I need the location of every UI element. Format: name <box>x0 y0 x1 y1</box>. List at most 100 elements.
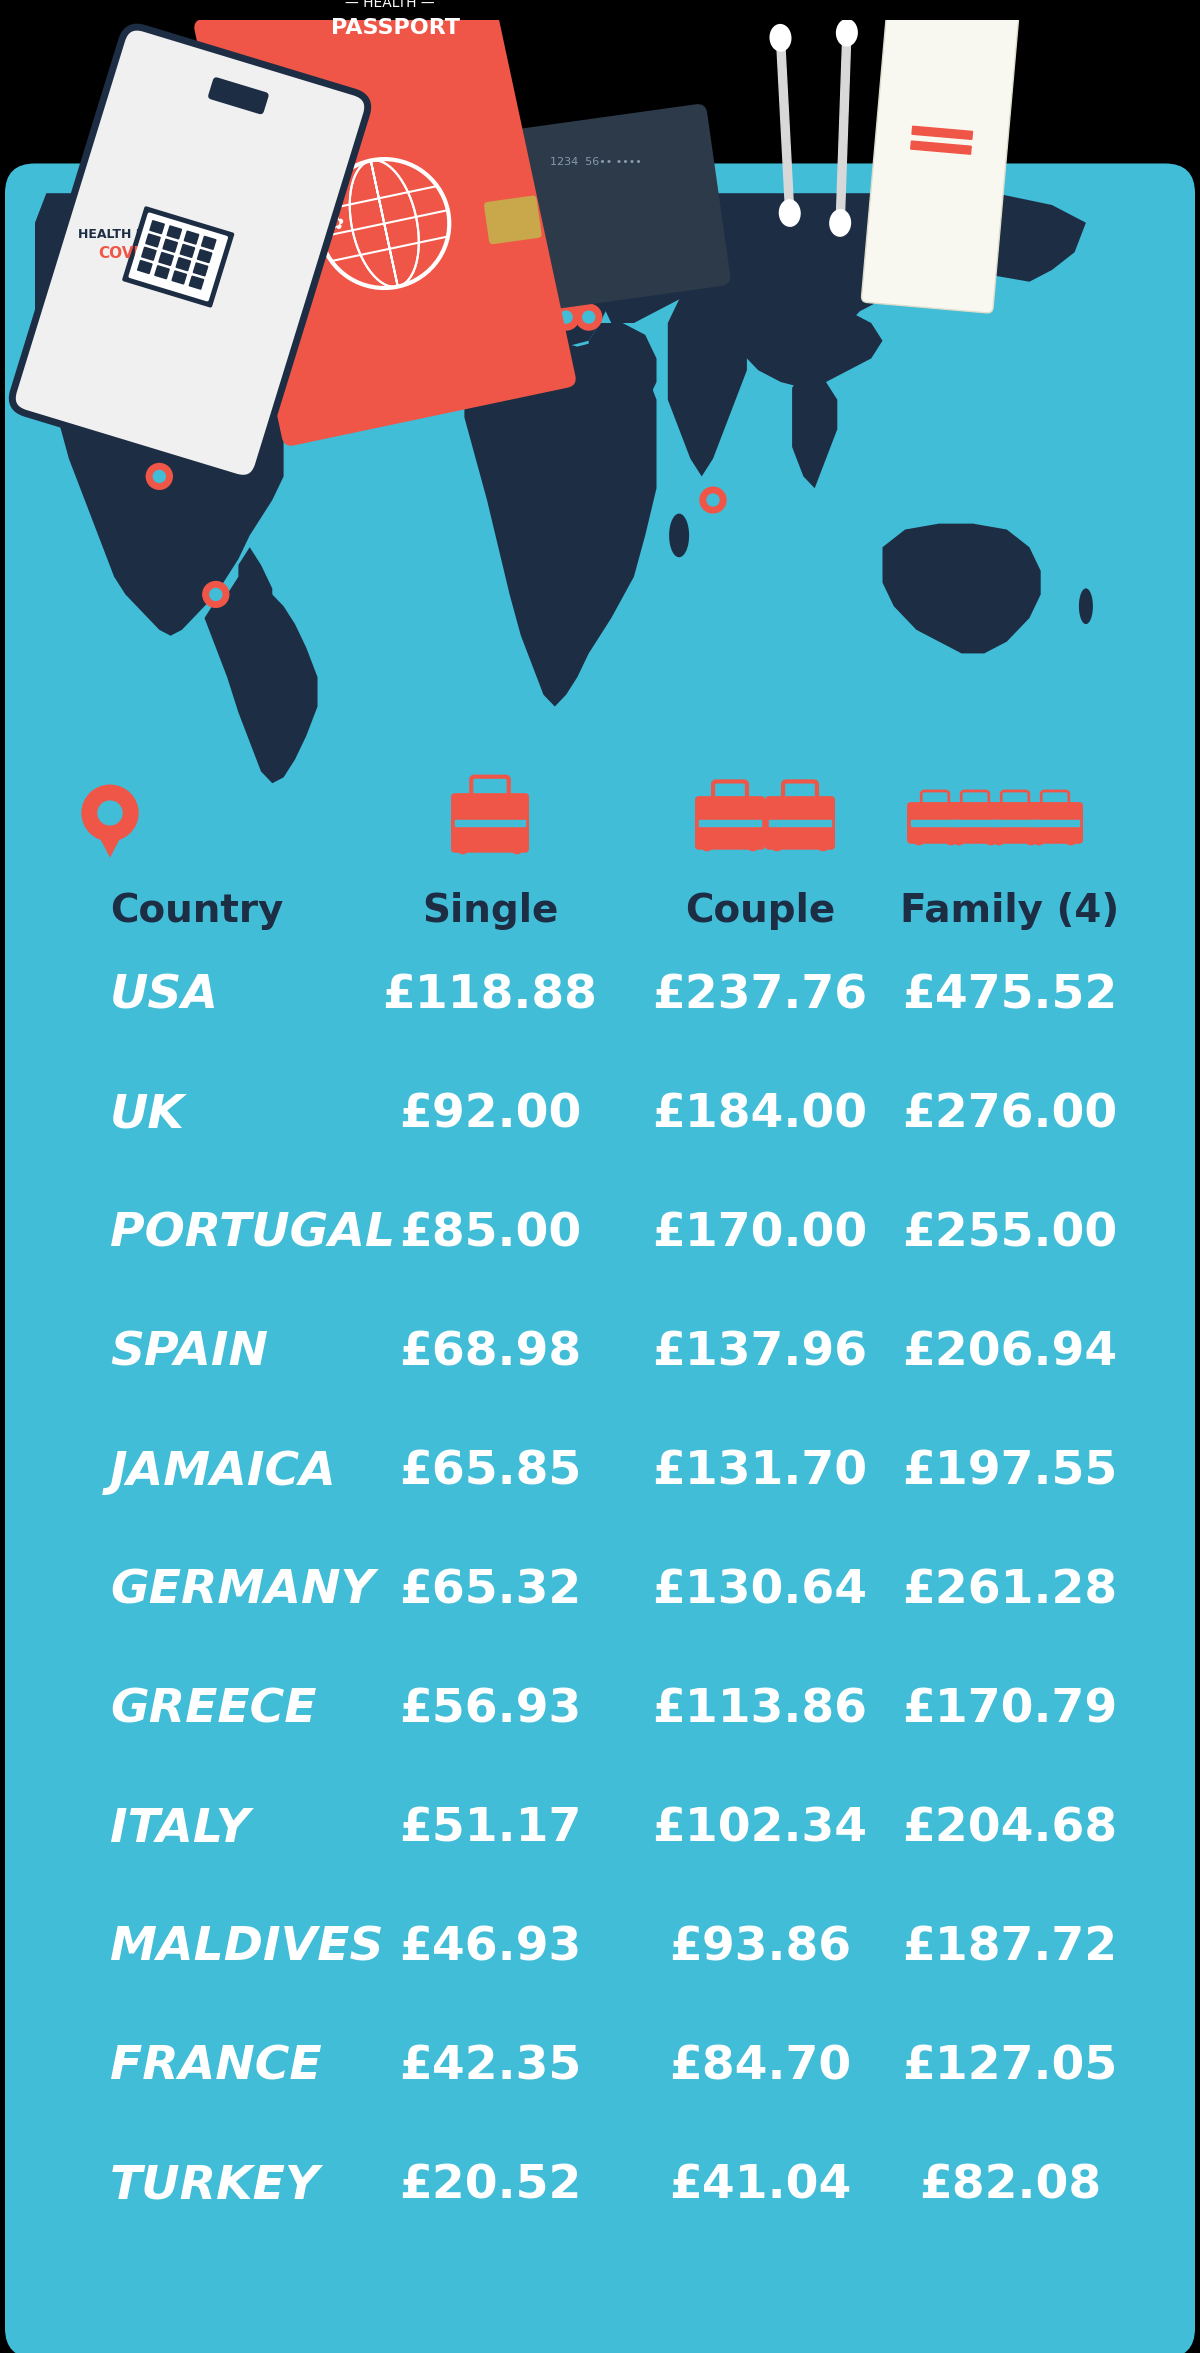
Text: £475.52: £475.52 <box>902 974 1117 1019</box>
Bar <box>911 819 959 826</box>
Bar <box>198 249 212 264</box>
Polygon shape <box>908 264 924 299</box>
FancyBboxPatch shape <box>907 802 964 845</box>
Circle shape <box>748 840 758 852</box>
Bar <box>145 233 160 247</box>
Circle shape <box>818 840 828 852</box>
Text: £65.85: £65.85 <box>398 1449 581 1494</box>
Circle shape <box>146 464 173 489</box>
Text: £102.34: £102.34 <box>653 1807 868 1852</box>
Circle shape <box>560 311 572 322</box>
Text: £118.88: £118.88 <box>383 974 598 1019</box>
Circle shape <box>986 835 996 845</box>
Polygon shape <box>464 193 611 346</box>
Text: FRANCE: FRANCE <box>110 2045 322 2089</box>
Circle shape <box>458 845 468 854</box>
Bar <box>172 271 186 285</box>
FancyBboxPatch shape <box>986 802 1043 845</box>
FancyBboxPatch shape <box>128 212 228 301</box>
Text: ITALY: ITALY <box>110 1807 250 1852</box>
Text: £84.70: £84.70 <box>668 2045 851 2089</box>
Bar <box>836 24 851 228</box>
Circle shape <box>527 287 539 299</box>
Circle shape <box>520 280 545 306</box>
Polygon shape <box>1079 588 1093 624</box>
Text: Country: Country <box>110 892 283 929</box>
Bar <box>185 231 199 245</box>
Text: COVID-19: COVID-19 <box>98 247 180 261</box>
Text: £56.93: £56.93 <box>398 1687 581 1732</box>
Circle shape <box>700 487 726 513</box>
Ellipse shape <box>769 24 792 52</box>
Bar <box>991 819 1039 826</box>
Circle shape <box>1026 835 1036 845</box>
Text: PORTUGAL: PORTUGAL <box>110 1212 395 1257</box>
Bar <box>167 226 181 240</box>
Polygon shape <box>566 193 1086 322</box>
Text: MALDIVES: MALDIVES <box>110 1925 384 1972</box>
Circle shape <box>914 835 924 845</box>
Polygon shape <box>454 294 510 369</box>
Ellipse shape <box>829 209 851 238</box>
Text: £82.08: £82.08 <box>919 2165 1102 2209</box>
Polygon shape <box>96 831 124 856</box>
Bar <box>952 819 998 826</box>
Text: £46.93: £46.93 <box>398 1925 581 1972</box>
FancyBboxPatch shape <box>766 795 835 849</box>
Circle shape <box>154 471 166 482</box>
FancyBboxPatch shape <box>5 162 1195 2353</box>
Circle shape <box>508 299 534 325</box>
FancyBboxPatch shape <box>862 5 1019 313</box>
Bar <box>911 141 971 155</box>
Bar <box>163 240 178 252</box>
Text: Single: Single <box>422 892 558 929</box>
Text: £237.76: £237.76 <box>653 974 868 1019</box>
Text: — HEALTH —: — HEALTH — <box>346 0 434 9</box>
Text: £197.55: £197.55 <box>902 1449 1117 1494</box>
Bar <box>193 264 208 275</box>
Text: £93.86: £93.86 <box>668 1925 851 1972</box>
Circle shape <box>210 588 222 600</box>
Polygon shape <box>792 369 838 487</box>
Text: £42.35: £42.35 <box>398 2045 581 2089</box>
Text: £206.94: £206.94 <box>902 1332 1117 1377</box>
Bar <box>138 261 152 273</box>
Text: ✿: ✿ <box>328 214 344 233</box>
Text: £20.52: £20.52 <box>398 2165 581 2209</box>
FancyBboxPatch shape <box>1027 802 1084 845</box>
Text: £113.86: £113.86 <box>653 1687 868 1732</box>
Bar <box>176 259 191 271</box>
Text: USA: USA <box>110 974 220 1019</box>
Text: £92.00: £92.00 <box>398 1092 581 1139</box>
Text: TURKEY: TURKEY <box>110 2165 320 2209</box>
Polygon shape <box>35 193 329 635</box>
Text: 1234  56•• ••••: 1234 56•• •••• <box>550 158 642 167</box>
Circle shape <box>82 786 138 840</box>
Bar <box>158 252 173 266</box>
Circle shape <box>583 311 595 322</box>
FancyBboxPatch shape <box>122 207 234 308</box>
Text: £41.04: £41.04 <box>668 2165 851 2209</box>
Circle shape <box>485 268 511 294</box>
Text: £85.00: £85.00 <box>398 1212 581 1257</box>
Text: £261.28: £261.28 <box>902 1569 1117 1614</box>
Text: £255.00: £255.00 <box>902 1212 1117 1257</box>
Polygon shape <box>464 334 656 706</box>
FancyBboxPatch shape <box>451 793 529 852</box>
Circle shape <box>571 294 583 306</box>
Polygon shape <box>533 193 600 271</box>
Circle shape <box>548 294 560 306</box>
Bar <box>776 31 794 219</box>
FancyBboxPatch shape <box>695 795 766 849</box>
Text: £130.64: £130.64 <box>653 1569 868 1614</box>
Text: £170.00: £170.00 <box>653 1212 868 1257</box>
Text: Couple: Couple <box>685 892 835 929</box>
Polygon shape <box>670 513 689 558</box>
FancyBboxPatch shape <box>12 28 367 478</box>
Text: £131.70: £131.70 <box>653 1449 868 1494</box>
Circle shape <box>954 835 964 845</box>
Text: £68.98: £68.98 <box>398 1332 581 1377</box>
Circle shape <box>1066 835 1076 845</box>
Bar <box>769 819 830 826</box>
Text: SPAIN: SPAIN <box>110 1332 268 1377</box>
